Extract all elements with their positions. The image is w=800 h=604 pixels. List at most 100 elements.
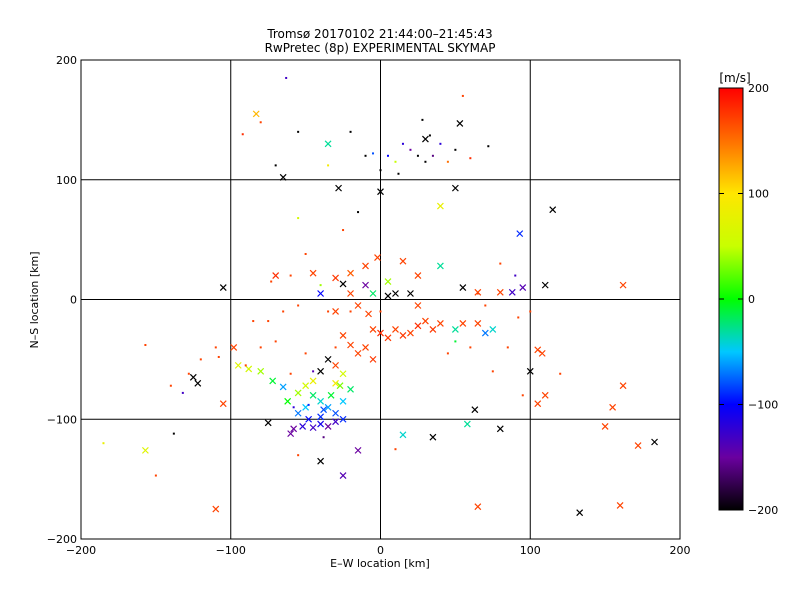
data-point-x (339, 332, 347, 339)
data-point-dot (304, 352, 307, 355)
colorbar-ticks: 200 100 0 −100 −200 (719, 82, 778, 517)
data-point-x (305, 415, 313, 423)
colorbar-label: [m/s] (719, 71, 750, 85)
data-point-x (436, 262, 444, 270)
data-point-dot (289, 372, 292, 375)
data-point-dot (327, 164, 330, 167)
data-point-x (339, 280, 347, 288)
data-point-dot (514, 274, 517, 277)
data-point-dot (334, 346, 337, 349)
data-point-dot (397, 172, 400, 175)
data-point-x (369, 355, 377, 363)
data-point-x (429, 433, 437, 441)
data-point-dot (322, 436, 325, 439)
data-point-x (526, 367, 534, 375)
data-point-x (362, 281, 369, 289)
data-point-dot (144, 344, 147, 347)
data-point-x (362, 262, 369, 270)
data-point-x (369, 290, 377, 297)
data-point-dot (154, 474, 157, 477)
data-point-dot (252, 320, 255, 323)
data-point-dot (454, 340, 457, 343)
data-point-x (194, 379, 202, 387)
data-point-dot (181, 391, 184, 394)
data-point-x (429, 326, 437, 333)
y-axis-label: N–S location [km] (28, 251, 41, 348)
data-point-dot (484, 304, 487, 307)
data-point-dot (297, 217, 300, 220)
data-point-x (347, 290, 354, 297)
colorbar-tick-label: 100 (748, 188, 769, 201)
data-point-dot (461, 94, 464, 97)
data-point-x (576, 509, 584, 517)
data-point-dot (559, 372, 562, 375)
data-point-x (384, 278, 392, 285)
data-point-x (422, 317, 429, 325)
colorbar-tick-label: 200 (748, 82, 769, 95)
data-point-dot (102, 442, 105, 445)
data-point-x (619, 382, 627, 390)
data-point-x (294, 409, 302, 417)
data-point-x (317, 457, 325, 465)
data-point-x (141, 446, 149, 454)
data-point-x (399, 332, 407, 339)
data-point-x (541, 281, 549, 289)
data-point-x (399, 257, 407, 265)
data-point-dot (357, 211, 360, 214)
data-point-x (324, 403, 332, 411)
data-point-dot (394, 160, 397, 163)
data-point-x (519, 284, 527, 291)
data-point-x (384, 334, 392, 342)
data-point-x (369, 326, 377, 333)
data-point-dot (172, 432, 175, 435)
data-point-x (219, 284, 227, 291)
data-point-dot (424, 160, 427, 163)
data-point-x (609, 403, 617, 411)
data-point-x (339, 397, 347, 405)
data-point-x (414, 322, 422, 330)
data-point-x (451, 184, 459, 192)
data-point-dot (506, 346, 509, 349)
data-point-dot (446, 352, 449, 355)
data-point-dot (297, 304, 300, 307)
x-tick-label: −100 (216, 544, 246, 557)
data-point-x (354, 446, 362, 454)
data-point-dot (187, 372, 190, 375)
data-point-dot (431, 154, 434, 157)
data-point-x (339, 472, 347, 479)
data-point-x (284, 397, 292, 405)
data-point-dot (289, 274, 292, 277)
data-point-x (317, 397, 325, 405)
data-point-dot (521, 394, 524, 397)
data-point-x (459, 284, 467, 291)
data-point-x (516, 230, 524, 238)
data-point-x (377, 329, 384, 337)
data-point-x (616, 502, 624, 509)
data-point-x (317, 367, 325, 375)
data-point-dot (469, 157, 472, 160)
data-point-x (463, 420, 471, 428)
data-point-x (459, 320, 467, 327)
data-point-dot (372, 152, 375, 155)
data-point-x (422, 135, 429, 143)
data-point-x (451, 326, 459, 333)
data-point-dot (259, 121, 262, 124)
data-point-x (474, 320, 482, 327)
data-point-x (392, 290, 399, 297)
data-point-dot (349, 130, 352, 133)
data-point-x (299, 423, 307, 430)
data-point-x (474, 288, 482, 296)
data-point-dot (217, 355, 220, 358)
data-point-dot (421, 118, 424, 121)
data-point-x (541, 391, 549, 399)
x-tick-label: 0 (377, 544, 384, 557)
data-point-x (317, 290, 325, 297)
data-point-x (354, 302, 362, 309)
data-point-dot (274, 164, 277, 167)
data-point-dot (409, 148, 412, 151)
y-tick-label: −100 (47, 413, 77, 426)
data-point-x (474, 503, 482, 511)
data-point-x (294, 389, 302, 397)
data-point-x (335, 184, 342, 192)
